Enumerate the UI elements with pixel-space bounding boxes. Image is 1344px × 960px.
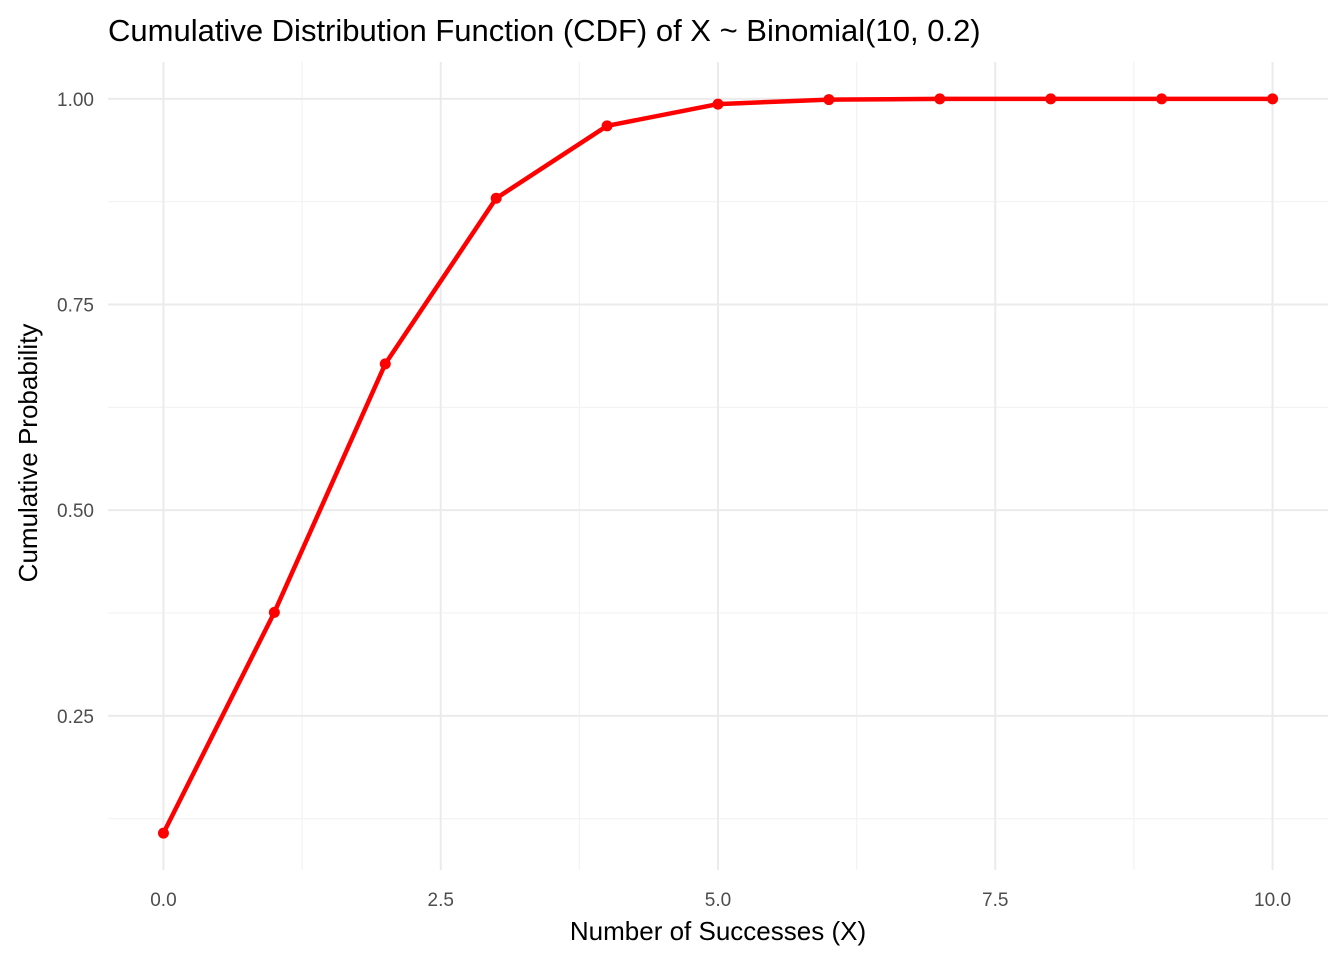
x-axis-ticks: 0.0 2.5 5.0 7.5 10.0 xyxy=(150,890,1291,911)
data-point xyxy=(934,93,946,105)
y-tick-label: 0.75 xyxy=(57,296,94,317)
y-axis-ticks: 0.25 0.50 0.75 1.00 xyxy=(57,90,94,728)
data-point xyxy=(1267,93,1279,105)
x-tick-label: 2.5 xyxy=(428,890,454,911)
y-axis-title: Cumulative Probability xyxy=(13,324,43,583)
x-axis-title: Number of Successes (X) xyxy=(570,916,866,946)
data-point xyxy=(379,358,391,370)
y-tick-label: 0.25 xyxy=(57,707,94,728)
data-point xyxy=(712,98,724,110)
x-tick-label: 0.0 xyxy=(150,890,176,911)
y-tick-label: 1.00 xyxy=(57,90,94,111)
data-point xyxy=(1156,93,1168,105)
data-point xyxy=(601,120,613,132)
chart-title: Cumulative Distribution Function (CDF) o… xyxy=(108,13,981,48)
x-tick-label: 10.0 xyxy=(1254,890,1291,911)
data-point xyxy=(157,827,169,839)
y-tick-label: 0.50 xyxy=(57,501,94,522)
data-point xyxy=(823,94,835,106)
major-gridlines xyxy=(108,62,1328,870)
x-tick-label: 5.0 xyxy=(705,890,731,911)
data-point xyxy=(1045,93,1057,105)
data-point xyxy=(490,192,502,204)
series-layer xyxy=(157,93,1279,839)
x-tick-label: 7.5 xyxy=(982,890,1008,911)
data-point xyxy=(268,606,280,618)
